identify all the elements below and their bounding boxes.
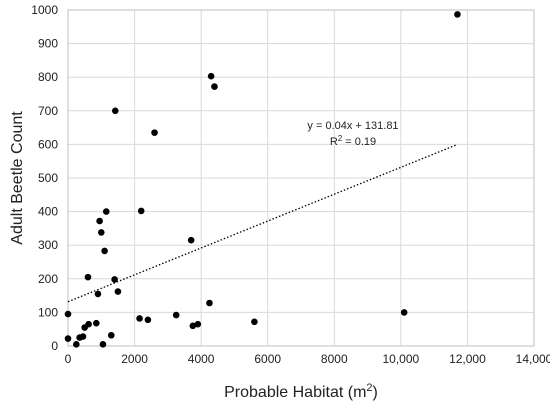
data-point	[111, 276, 118, 283]
data-point	[151, 129, 158, 136]
data-point	[64, 335, 72, 342]
data-point	[207, 72, 215, 80]
data-point	[101, 247, 108, 255]
trendline-equation: y = 0.04x + 131.81	[307, 120, 398, 132]
y-tick-label: 700	[38, 104, 58, 118]
y-tick-label: 300	[38, 238, 58, 252]
y-tick-label: 100	[38, 305, 58, 319]
x-tick-label: 6000	[254, 352, 281, 366]
x-tick-label: 10,000	[383, 352, 420, 366]
data-point	[144, 316, 152, 324]
x-tick-label: 0	[65, 352, 72, 366]
data-point	[136, 315, 143, 322]
gridlines	[67, 9, 535, 347]
y-tick-label: 800	[38, 70, 58, 84]
data-point	[97, 229, 105, 236]
y-tick-label: 900	[38, 37, 58, 51]
data-point	[400, 309, 408, 316]
trendline	[67, 143, 458, 303]
data-point	[454, 11, 461, 18]
data-point	[107, 331, 115, 339]
data-point	[137, 207, 145, 215]
data-point	[64, 310, 72, 318]
data-points	[64, 11, 461, 348]
y-axis-title: Adult Beetle Count	[9, 111, 26, 245]
x-tick-label: 4000	[188, 352, 215, 366]
data-point	[102, 208, 110, 215]
y-tick-label: 600	[38, 137, 58, 151]
data-point	[99, 341, 107, 348]
data-point	[92, 319, 100, 327]
data-point	[96, 217, 103, 225]
data-point	[206, 299, 213, 307]
y-tick-label: 200	[38, 272, 58, 286]
data-point	[194, 320, 202, 328]
plot-area-frame	[67, 9, 535, 347]
y-tick-label: 400	[38, 205, 58, 219]
x-tick-label: 12,000	[449, 352, 486, 366]
data-point	[84, 273, 92, 281]
data-point	[172, 311, 180, 319]
data-point	[79, 333, 87, 340]
trendline-group	[67, 143, 458, 303]
data-point	[187, 236, 195, 244]
y-tick-label: 0	[51, 339, 58, 353]
x-tick-label: 14,000	[516, 352, 550, 366]
data-point	[94, 290, 102, 298]
y-tick-label: 500	[38, 171, 58, 185]
data-point	[114, 288, 122, 295]
trendline-r-squared: R2 = 0.19	[330, 134, 376, 148]
x-tick-label: 2000	[121, 352, 148, 366]
data-point	[211, 83, 218, 90]
x-tick-label: 8000	[321, 352, 348, 366]
data-point	[73, 341, 80, 348]
tick-labels: 0 2000 4000 6000 8000 10,000 12,000 14,000 0 100 2…	[31, 3, 550, 366]
data-point	[189, 322, 197, 330]
x-axis-title: Probable Habitat (m2)	[224, 382, 378, 401]
data-point	[251, 318, 258, 326]
data-point	[111, 107, 119, 115]
data-point	[85, 320, 92, 328]
y-tick-label: 1000	[31, 3, 58, 17]
